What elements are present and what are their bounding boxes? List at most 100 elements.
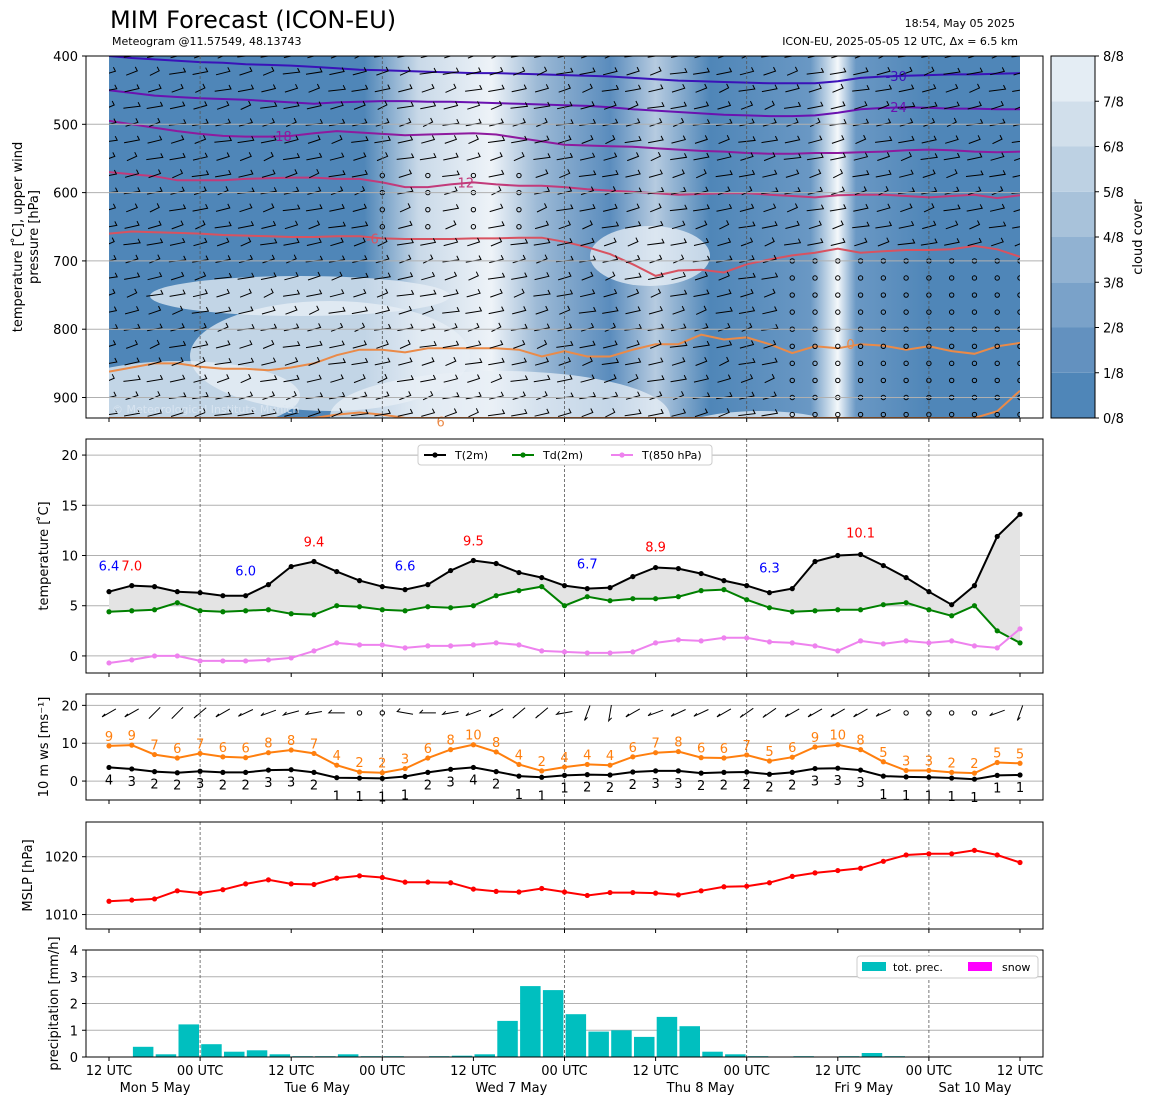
isotherm-label: -18 xyxy=(271,130,292,145)
wind-calm-circle xyxy=(857,360,864,367)
upper-wind-barb xyxy=(169,67,187,75)
wind-series-point-0 xyxy=(470,764,476,771)
wind-calm-circle xyxy=(903,292,909,298)
x-tick-label: 00 UTC xyxy=(906,1064,952,1079)
upper-wind-barb xyxy=(169,204,187,212)
speed-label: 2 xyxy=(788,778,796,793)
upper-wind-barb xyxy=(109,135,118,142)
upper-wind-barb xyxy=(305,340,323,349)
upper-wind-barb xyxy=(603,100,617,110)
upper-wind-barb xyxy=(239,203,253,213)
upper-wind-barb xyxy=(282,67,301,75)
upper-wind-barb xyxy=(991,186,1004,196)
upper-wind-barb xyxy=(535,169,549,178)
series-point-1 xyxy=(994,628,1000,634)
series-point-1 xyxy=(903,600,909,606)
precip-bar xyxy=(246,1050,268,1057)
upper-wind-barb xyxy=(762,169,778,178)
temp-ytick-label: 20 xyxy=(61,449,78,464)
precip-ytick-label: 4 xyxy=(70,944,78,959)
upper-wind-barb xyxy=(559,169,571,179)
surface-wind-barb xyxy=(396,708,414,715)
gust-label: 9 xyxy=(128,729,136,744)
upper-wind-barb xyxy=(445,83,457,93)
upper-wind-barb xyxy=(216,374,230,383)
upper-wind-barb xyxy=(262,339,275,349)
upper-wind-barb xyxy=(739,391,755,400)
mslp-point xyxy=(630,889,636,896)
upper-wind-barb xyxy=(490,237,503,247)
upper-wind-barb xyxy=(533,374,551,383)
upper-wind-barb xyxy=(262,66,275,76)
wind-calm-circle xyxy=(812,377,818,384)
upper-wind-barb xyxy=(992,134,1003,145)
series-point-0 xyxy=(243,593,249,599)
upper-wind-barb xyxy=(556,340,574,348)
series-point-0 xyxy=(675,565,681,572)
series-point-1 xyxy=(265,607,272,613)
upper-wind-barb xyxy=(558,83,572,93)
mslp-point xyxy=(106,898,112,904)
snow-legend-swatch xyxy=(968,962,992,971)
x-day-label: Tue 6 May xyxy=(283,1081,350,1096)
copyright: © Meteorological Institute Munich xyxy=(112,403,299,416)
upper-wind-barb xyxy=(172,305,184,315)
upper-wind-barb xyxy=(1012,175,1020,178)
upper-wind-barb xyxy=(109,66,117,74)
surface-wind-barb xyxy=(1016,705,1024,721)
upper-wind-barb xyxy=(354,322,366,332)
upper-wind-barb xyxy=(260,272,277,280)
wind-series-point-1 xyxy=(903,767,909,774)
surface-wind-barb xyxy=(171,706,184,719)
upper-wind-barb xyxy=(488,221,505,229)
wind-calm-circle xyxy=(948,411,955,418)
upper-wind-barb xyxy=(488,169,505,178)
upper-wind-barb xyxy=(626,340,640,349)
wind-calm-circle xyxy=(470,172,477,179)
upper-wind-barb xyxy=(534,408,550,417)
upper-wind-barb xyxy=(109,306,118,313)
upper-wind-barb xyxy=(124,169,140,178)
legend-marker xyxy=(432,452,438,458)
x-tick-label: 12 UTC xyxy=(450,1064,496,1079)
upper-wind-barb xyxy=(192,152,208,161)
upper-wind-barb xyxy=(375,391,390,400)
series-point-0 xyxy=(311,558,317,565)
wind-series-point-1 xyxy=(288,747,294,753)
upper-wind-barb xyxy=(109,169,118,177)
surface-wind-barb xyxy=(875,709,891,717)
precip-ytick-label: 2 xyxy=(70,998,78,1013)
upper-wind-barb xyxy=(738,221,756,229)
series-point-0 xyxy=(448,567,454,574)
upper-wind-barb xyxy=(738,169,756,178)
precip-bar xyxy=(542,990,564,1057)
surface-wind-barb xyxy=(607,705,613,723)
x-tick-label: 12 UTC xyxy=(632,1064,678,1079)
series-point-1 xyxy=(288,611,294,617)
upper-wind-barb xyxy=(148,169,162,179)
upper-wind-barb xyxy=(491,56,498,59)
speed-label: 1 xyxy=(1016,781,1024,796)
precip-bar xyxy=(269,1054,291,1057)
wind-calm-circle xyxy=(835,309,841,315)
upper-wind-barb xyxy=(170,186,185,195)
upper-wind-barb xyxy=(991,100,1004,110)
series-point-1 xyxy=(516,588,522,594)
series-point-0 xyxy=(630,573,636,580)
upper-wind-barb xyxy=(809,169,822,179)
upper-wind-barb xyxy=(899,118,914,127)
series-point-1 xyxy=(243,608,249,614)
series-point-2 xyxy=(151,653,158,659)
upper-wind-barb xyxy=(649,391,663,400)
upper-wind-barb xyxy=(214,357,232,365)
wind-calm-circle xyxy=(903,343,909,349)
upper-wind-barb xyxy=(396,153,415,160)
wind-series-point-1 xyxy=(539,768,545,774)
upper-wind-barb xyxy=(351,272,369,280)
upper-wind-barb xyxy=(625,306,641,315)
wind-calm-circle xyxy=(812,360,818,367)
series-point-2 xyxy=(789,640,795,646)
mslp-point xyxy=(994,852,1000,858)
wind-series-point-0 xyxy=(926,774,932,780)
gust-label: 6 xyxy=(697,742,705,757)
